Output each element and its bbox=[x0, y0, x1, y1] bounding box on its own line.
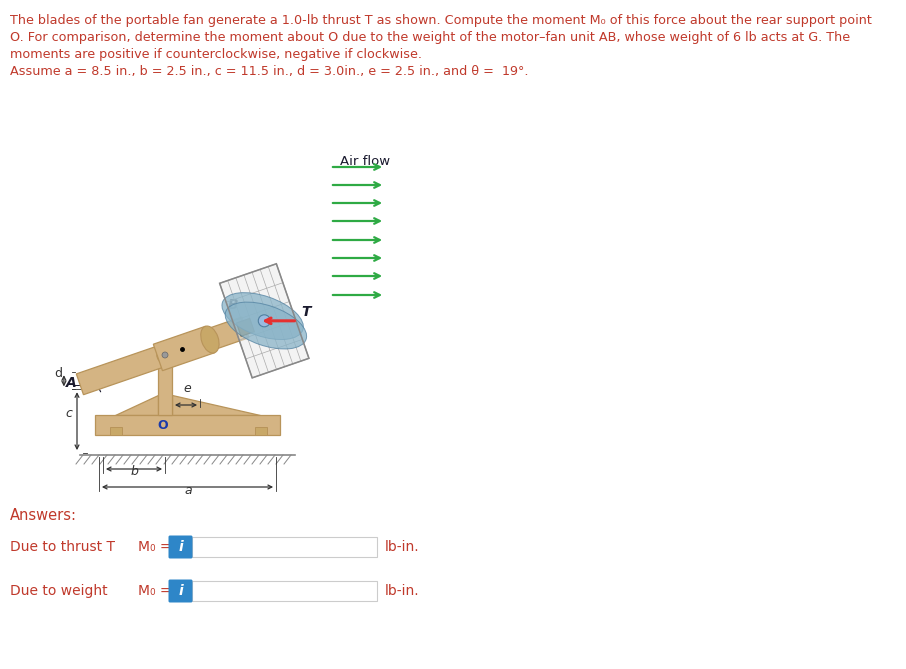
Text: c: c bbox=[65, 407, 72, 420]
Text: a: a bbox=[185, 484, 192, 497]
Text: M₀ =: M₀ = bbox=[138, 584, 171, 598]
Text: θ: θ bbox=[82, 382, 90, 395]
Ellipse shape bbox=[222, 292, 304, 340]
Text: i: i bbox=[178, 584, 183, 598]
Text: O: O bbox=[158, 419, 169, 432]
Text: O. For comparison, determine the moment about O due to the weight of the motor–f: O. For comparison, determine the moment … bbox=[10, 31, 850, 44]
Text: G: G bbox=[188, 333, 198, 346]
Text: lb-in.: lb-in. bbox=[385, 540, 419, 554]
Text: Answers:: Answers: bbox=[10, 508, 77, 523]
Circle shape bbox=[157, 347, 173, 363]
Text: Due to weight: Due to weight bbox=[10, 584, 108, 598]
Text: b: b bbox=[131, 465, 139, 478]
FancyBboxPatch shape bbox=[169, 579, 192, 603]
Bar bbox=[110, 427, 122, 435]
Text: Assume a = 8.5 in., b = 2.5 in., c = 11.5 in., d = 3.0in., e = 2.5 in., and θ = : Assume a = 8.5 in., b = 2.5 in., c = 11.… bbox=[10, 65, 528, 78]
Text: The blades of the portable fan generate a 1.0-lb thrust T as shown. Compute the : The blades of the portable fan generate … bbox=[10, 14, 872, 27]
Text: T: T bbox=[302, 305, 311, 319]
Text: e: e bbox=[183, 382, 191, 395]
FancyBboxPatch shape bbox=[169, 535, 192, 559]
Text: B: B bbox=[227, 298, 238, 312]
Text: lb-in.: lb-in. bbox=[385, 584, 419, 598]
Polygon shape bbox=[219, 264, 309, 378]
Text: A: A bbox=[66, 376, 77, 390]
Polygon shape bbox=[153, 326, 215, 371]
Circle shape bbox=[258, 315, 270, 327]
Polygon shape bbox=[115, 395, 158, 415]
Text: d: d bbox=[53, 367, 62, 380]
Text: i: i bbox=[178, 540, 183, 554]
Circle shape bbox=[162, 352, 168, 358]
Polygon shape bbox=[172, 395, 260, 415]
Ellipse shape bbox=[226, 302, 306, 349]
Bar bbox=[158, 360, 172, 415]
Text: Air flow: Air flow bbox=[340, 155, 390, 168]
Polygon shape bbox=[236, 318, 255, 337]
Bar bbox=[255, 427, 267, 435]
Bar bbox=[95, 415, 280, 435]
Polygon shape bbox=[76, 317, 249, 395]
Text: Due to thrust T: Due to thrust T bbox=[10, 540, 115, 554]
Bar bbox=[192, 537, 377, 557]
Text: M₀ =: M₀ = bbox=[138, 540, 171, 554]
Ellipse shape bbox=[201, 326, 219, 353]
Bar bbox=[192, 581, 377, 601]
Text: moments are positive if counterclockwise, negative if clockwise.: moments are positive if counterclockwise… bbox=[10, 48, 422, 61]
